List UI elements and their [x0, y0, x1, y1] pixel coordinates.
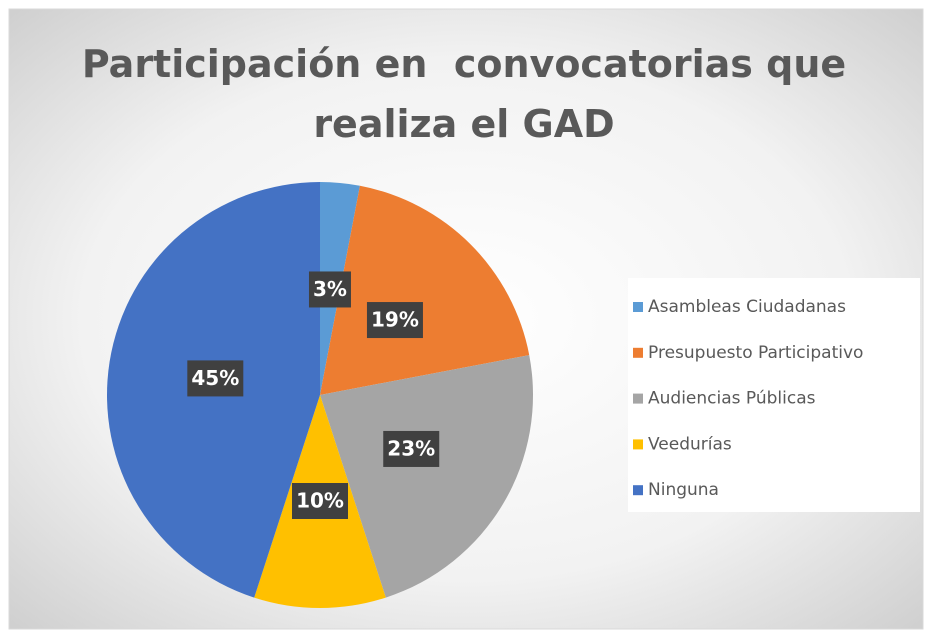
- data-label: 10%: [296, 489, 344, 513]
- data-label-box: [187, 360, 244, 397]
- legend-label: Presupuesto Participativo: [648, 343, 863, 363]
- legend-swatch: [633, 302, 643, 312]
- data-label: 3%: [313, 277, 347, 301]
- legend-label: Audiencias Públicas: [648, 389, 816, 409]
- legend-label: Veedurías: [648, 434, 732, 454]
- data-label-box: [292, 483, 348, 519]
- legend-swatch: [633, 439, 643, 450]
- data-label-box: [383, 430, 440, 467]
- data-label: 45%: [191, 366, 239, 390]
- legend-swatch: [633, 347, 643, 358]
- legend-label: Ninguna: [648, 480, 719, 500]
- data-label: 19%: [371, 308, 419, 332]
- data-label-box: [366, 302, 423, 339]
- legend-label: Asambleas Ciudadanas: [648, 297, 846, 317]
- data-label-box: [308, 271, 351, 308]
- pie-slice: [320, 185, 530, 395]
- legend-box: [628, 278, 920, 512]
- legend-swatch: [633, 393, 643, 404]
- legend-swatch: [633, 485, 643, 496]
- pie-slice: [320, 355, 533, 598]
- chart-title: Participación en convocatorias que reali…: [81, 42, 847, 146]
- data-label: 23%: [387, 436, 435, 460]
